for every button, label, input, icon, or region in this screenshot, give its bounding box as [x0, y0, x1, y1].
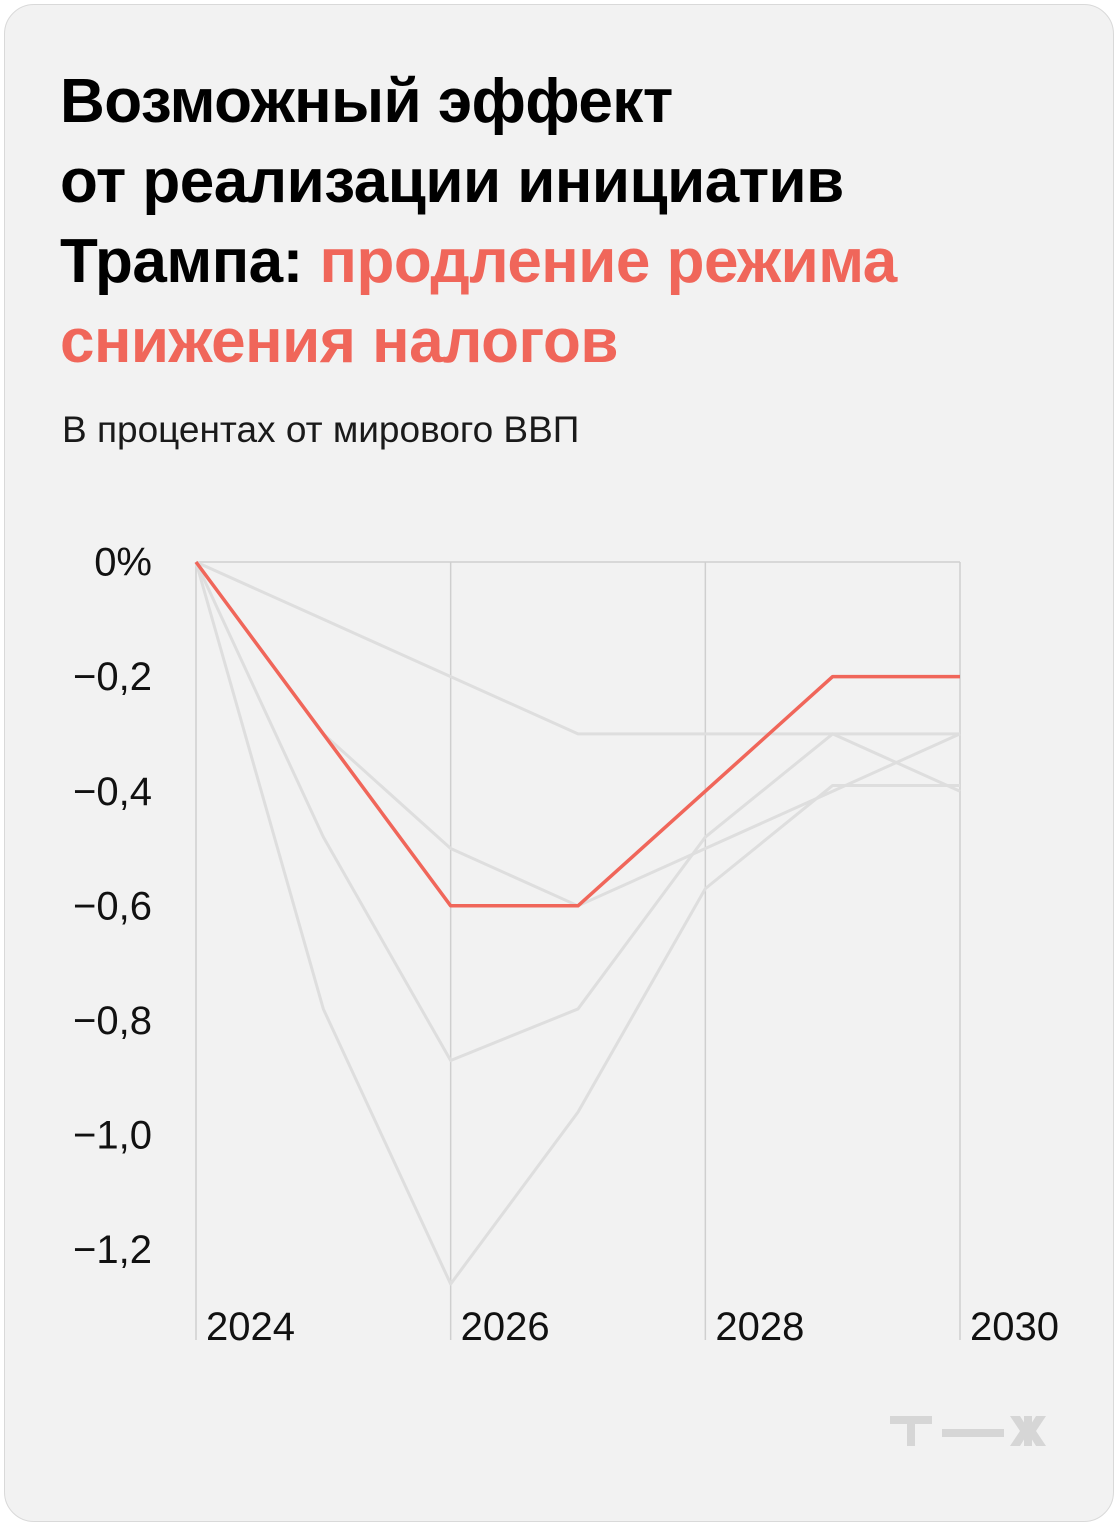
x-tick-label: 2028 [715, 1305, 804, 1349]
x-tick-label: 2030 [970, 1305, 1059, 1349]
highlighted-series-line [194, 560, 960, 908]
title-line-4-highlight: снижения налогов [60, 307, 619, 376]
y-tick-label: −1,2 [73, 1228, 152, 1272]
background-series-group [194, 560, 961, 1286]
title-line-3-black: Трампа: [60, 227, 320, 296]
x-tick-label: 2026 [461, 1305, 550, 1349]
x-axis-tick-labels: 2024 2026 2028 2030 [206, 1305, 1059, 1349]
y-tick-label: −0,4 [73, 770, 152, 814]
x-tick-label: 2024 [206, 1305, 295, 1349]
y-axis-tick-labels: 0% −0,2 −0,4 −0,6 −0,8 −1,0 −1,2 [73, 541, 152, 1273]
logo-icon [890, 1416, 1046, 1446]
chart-subtitle: В процентах от мирового ВВП [62, 409, 580, 450]
y-tick-label: −0,6 [73, 884, 152, 928]
y-tick-label: 0% [94, 541, 152, 585]
y-tick-label: −0,2 [73, 655, 152, 699]
background-series-line-1 [195, 560, 960, 736]
background-series-line-4 [194, 561, 960, 1286]
title-line-2: от реализации инициатив [60, 147, 844, 216]
chart-title: Возможный эффект от реализации инициатив… [60, 62, 1070, 382]
title-line-3-highlight: продление режима [319, 227, 898, 296]
title-line-1: Возможный эффект [60, 67, 673, 136]
background-series-line-3 [194, 561, 961, 1063]
y-tick-label: −0,8 [73, 999, 152, 1043]
chart-card [4, 4, 1114, 1522]
chart-grid [195, 561, 961, 1340]
y-tick-label: −1,0 [73, 1114, 152, 1158]
highlighted-series-group [194, 560, 960, 908]
